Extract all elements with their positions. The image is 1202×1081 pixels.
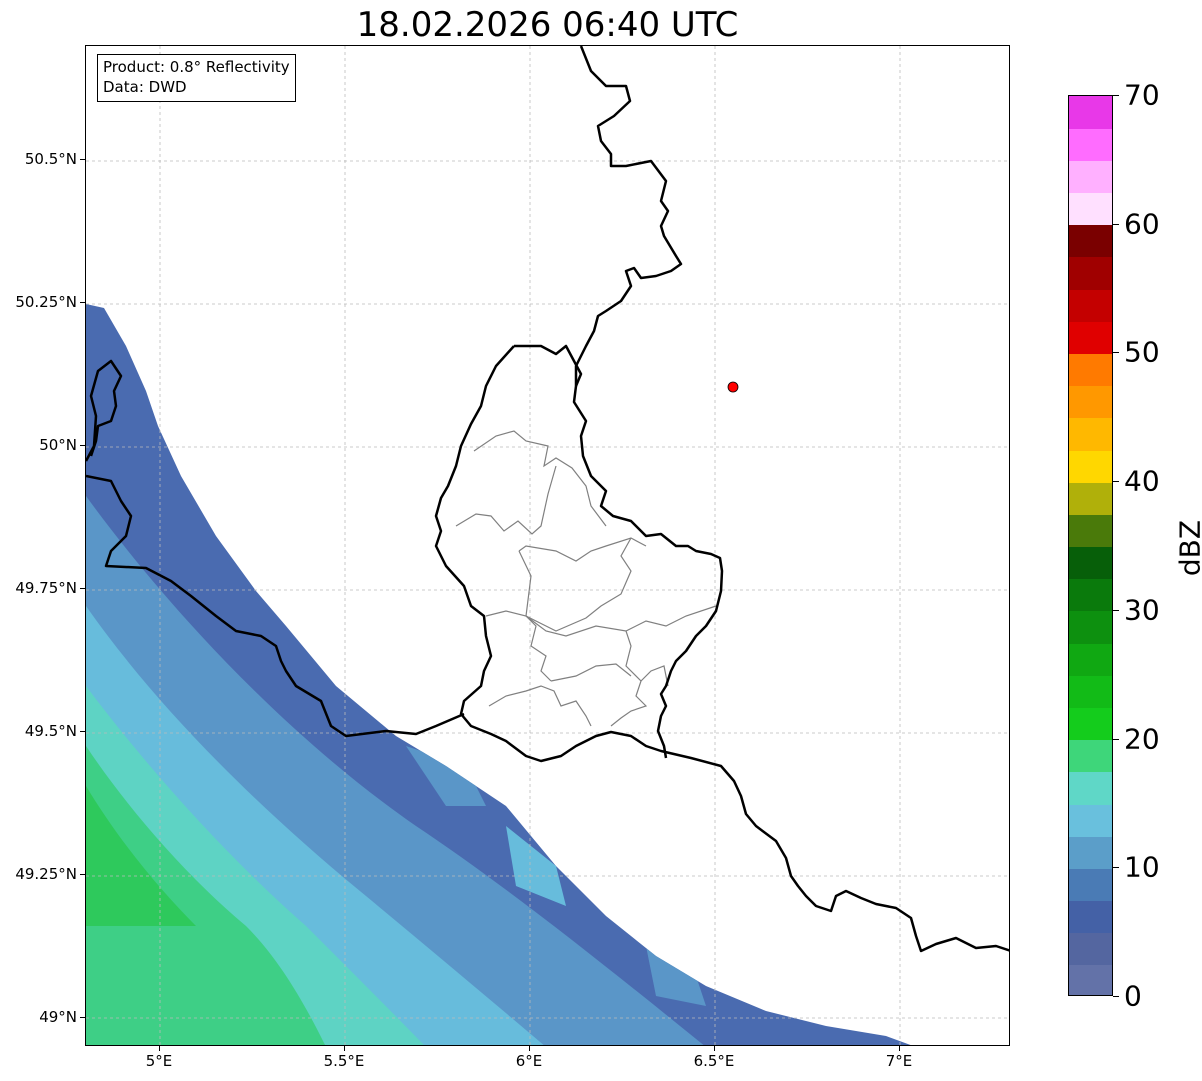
data-source-label: Data: DWD	[103, 78, 187, 96]
product-info-box: Product: 0.8° Reflectivity Data: DWD	[97, 54, 296, 102]
colorbar-segment	[1069, 707, 1112, 741]
lon-tick-mark	[159, 1046, 160, 1051]
lat-tick-label: 49.25°N	[15, 865, 77, 884]
lat-tick-label: 49.75°N	[15, 579, 77, 598]
lon-tick-mark	[344, 1046, 345, 1051]
colorbar-tick-label: 40	[1124, 464, 1160, 498]
lat-tick-mark	[80, 302, 85, 304]
radar-map[interactable]	[85, 45, 1010, 1046]
colorbar-segment	[1069, 256, 1112, 290]
colorbar-segment	[1069, 836, 1112, 869]
lon-tick-label: 5°E	[145, 1052, 173, 1070]
colorbar-segment	[1069, 868, 1112, 902]
lat-tick-mark	[80, 874, 85, 876]
colorbar-tick-label: 50	[1124, 335, 1160, 369]
colorbar-segment	[1069, 482, 1112, 515]
colorbar-segment	[1069, 224, 1112, 258]
colorbar-segment	[1069, 675, 1112, 708]
lat-tick-mark	[80, 588, 85, 590]
colorbar-segment	[1069, 449, 1112, 483]
radar-echo-layer	[86, 304, 916, 1045]
colorbar-segment	[1069, 353, 1112, 387]
colorbar-tick-mark	[1113, 352, 1119, 354]
colorbar-segment	[1069, 321, 1112, 355]
radar-map-canvas	[86, 46, 1009, 1045]
lon-tick-mark	[714, 1046, 715, 1051]
colorbar-tick-label: 60	[1124, 207, 1160, 241]
colorbar-segment	[1069, 514, 1112, 548]
colorbar-segment	[1069, 610, 1112, 644]
lat-tick-mark	[80, 445, 85, 447]
colorbar-unit-label: dBZ	[1173, 519, 1202, 577]
lat-tick-label: 49.5°N	[24, 722, 77, 741]
colorbar-segment	[1069, 643, 1112, 676]
colorbar-segment	[1069, 160, 1112, 194]
colorbar-segment	[1069, 289, 1112, 322]
colorbar-tick-label: 70	[1124, 78, 1160, 112]
colorbar-segment	[1069, 932, 1112, 966]
lon-tick-label: 6.5°E	[693, 1052, 735, 1070]
lon-tick-mark	[529, 1046, 530, 1051]
lon-tick-label: 6°E	[515, 1052, 543, 1070]
lon-tick-mark	[899, 1046, 900, 1051]
lat-tick-label: 50°N	[39, 436, 77, 455]
colorbar-tick-mark	[1113, 481, 1119, 483]
colorbar-segment	[1069, 964, 1112, 995]
colorbar-tick-label: 30	[1124, 593, 1160, 627]
country-borders	[86, 46, 1009, 953]
lat-tick-mark	[80, 159, 85, 161]
colorbar-tick-label: 0	[1124, 979, 1142, 1013]
colorbar-segment	[1069, 417, 1112, 451]
colorbar-tick-mark	[1113, 738, 1119, 740]
colorbar-tick-label: 20	[1124, 722, 1160, 756]
map-title: 18.02.2026 06:40 UTC	[356, 5, 739, 45]
colorbar-segment	[1069, 192, 1112, 226]
colorbar-tick-mark	[1113, 609, 1119, 611]
lat-tick-label: 50.5°N	[24, 150, 77, 169]
radar-site-marker[interactable]	[727, 381, 739, 393]
colorbar-segment	[1069, 739, 1112, 773]
colorbar-segment	[1069, 385, 1112, 419]
lat-tick-label: 49°N	[39, 1008, 77, 1027]
lat-tick-mark	[80, 1017, 85, 1019]
lon-tick-label: 7°E	[885, 1052, 913, 1070]
dbz-colorbar	[1068, 95, 1113, 996]
colorbar-tick-mark	[1113, 223, 1119, 225]
colorbar-segment	[1069, 96, 1112, 129]
product-label: Product: 0.8° Reflectivity	[103, 58, 290, 76]
colorbar-segment	[1069, 771, 1112, 805]
colorbar-segment	[1069, 546, 1112, 580]
lat-tick-mark	[80, 731, 85, 733]
colorbar-tick-label: 10	[1124, 850, 1160, 884]
district-borders	[455, 430, 717, 727]
colorbar-tick-mark	[1113, 95, 1119, 96]
colorbar-segment	[1069, 803, 1112, 837]
colorbar-segment	[1069, 578, 1112, 612]
colorbar-segment	[1069, 900, 1112, 934]
colorbar-segment	[1069, 128, 1112, 161]
colorbar-tick-mark	[1113, 996, 1119, 997]
colorbar-tick-mark	[1113, 867, 1119, 869]
lat-tick-label: 50.25°N	[15, 293, 77, 312]
lon-tick-label: 5.5°E	[323, 1052, 365, 1070]
